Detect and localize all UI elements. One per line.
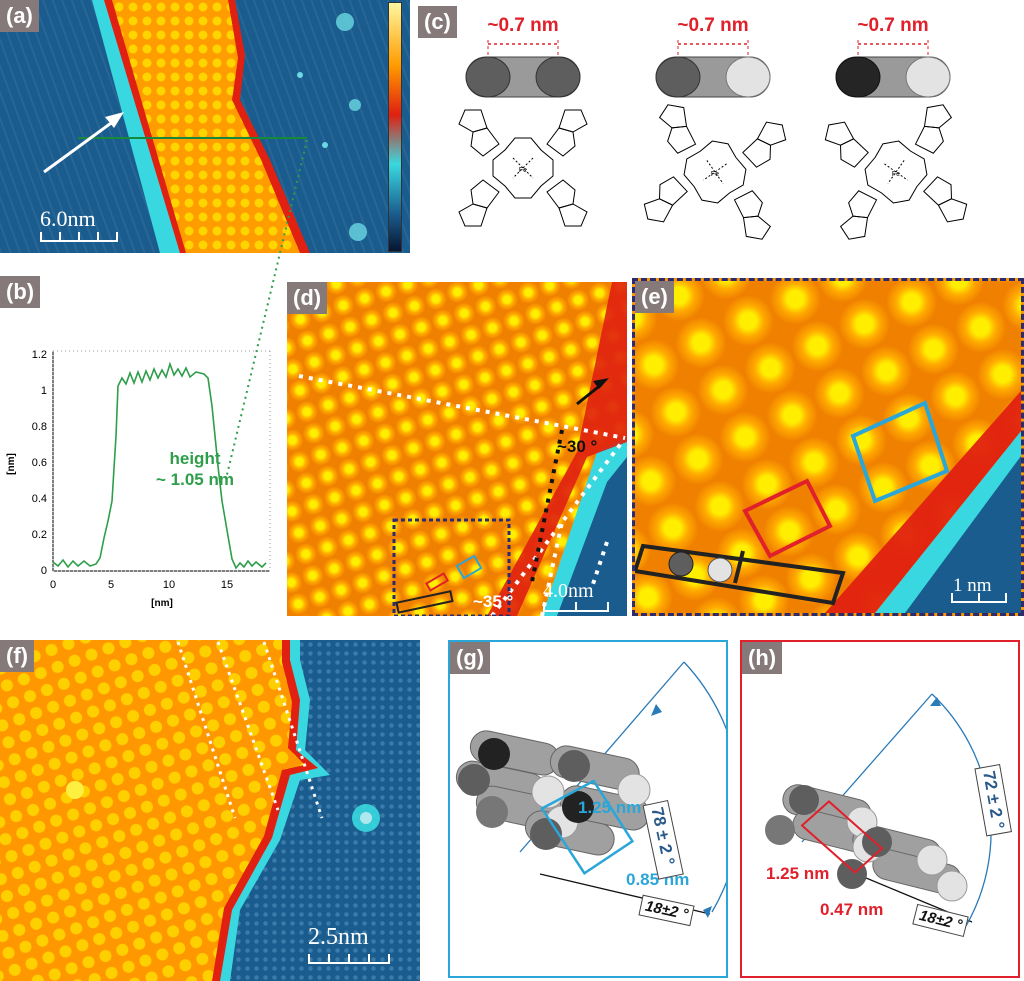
h-distance-2: 0.47 nm <box>820 900 884 919</box>
panel-label-e: (e) <box>635 281 674 313</box>
x-tick-label: 10 <box>163 579 175 591</box>
panel-label-f: (f) <box>0 640 34 672</box>
panel-label-d: (d) <box>287 282 328 314</box>
panel-a: 6.0nm (a) <box>0 0 410 253</box>
panel-b: (b) 0 0.2 0.4 0.6 0.8 1 1.2 0 5 10 15 [n… <box>0 276 290 616</box>
y-tick-label: 1.2 <box>32 349 47 361</box>
panel-label-c: (c) <box>418 6 457 38</box>
angle-label-35: ~35 ° <box>473 592 514 611</box>
panel-label-a: (a) <box>0 0 39 32</box>
panel-c: (c) <box>418 0 1024 253</box>
black-unit-cell <box>635 543 846 606</box>
panel-label-g: (g) <box>450 642 491 674</box>
y-axis-label: [nm] <box>6 453 17 475</box>
fe-atom-label: Fe <box>711 171 719 178</box>
height-annotation-line2: ~ 1.05 nm <box>156 470 234 489</box>
y-tick-label: 1 <box>41 385 47 397</box>
molecule-config-2 <box>641 40 789 241</box>
distance-label-3: ~0.7 nm <box>857 15 928 36</box>
panel-f: 2.5nm (f) <box>0 640 420 981</box>
molecule-config-1 <box>458 40 588 227</box>
height-profile-chart: 0 0.2 0.4 0.6 0.8 1 1.2 0 5 10 15 [nm] [… <box>6 349 271 609</box>
y-tick-label: 0.8 <box>32 421 47 433</box>
panel-d: ~30 ° ~35 ° 4.0nm (d) <box>287 282 627 616</box>
y-tick-label: 0.2 <box>32 529 47 541</box>
height-profile-line <box>52 361 267 570</box>
x-axis-label: [nm] <box>151 598 173 609</box>
scale-bar-f: 2.5nm <box>308 924 390 964</box>
scale-bar-e: 1 nm <box>951 575 1007 603</box>
colorbar <box>388 2 402 252</box>
fe-atom-label: Fe <box>892 171 900 178</box>
x-tick-label: 5 <box>108 579 114 591</box>
scale-bar-a: 6.0nm <box>40 206 118 242</box>
panel-h: (h) 1.25 nm 0.47 nm 72 ± 2 ° 18±2 ° <box>740 640 1020 978</box>
angle-label-30: ~30 ° <box>557 437 598 456</box>
molecule-config-3 <box>822 40 970 241</box>
y-tick-label: 0 <box>41 565 47 577</box>
panel-g: (g) 1.25 nm 0.85 nm 78 ± 2 ° 18±2 ° <box>448 640 728 978</box>
panel-label-h: (h) <box>742 642 783 674</box>
fe-atom-label: Fe <box>519 167 527 174</box>
red-unit-cell <box>742 478 833 559</box>
x-tick-label: 15 <box>221 579 233 591</box>
distance-label-2: ~0.7 nm <box>677 15 748 36</box>
x-tick-label: 0 <box>50 579 56 591</box>
y-tick-label: 0.4 <box>32 493 47 505</box>
y-ticks: 0 0.2 0.4 0.6 0.8 1 1.2 <box>32 349 47 577</box>
g-distance-1: 1.25 nm <box>578 798 642 817</box>
panel-e: 1 nm (e) <box>632 278 1024 616</box>
y-tick-label: 0.6 <box>32 457 47 469</box>
arrow <box>43 116 119 174</box>
scale-bar-d: 4.0nm <box>543 580 609 612</box>
panel-label-b: (b) <box>0 276 41 308</box>
height-annotation-line1: height <box>170 449 221 468</box>
h-distance-1: 1.25 nm <box>766 864 830 883</box>
blue-unit-cell <box>850 400 950 504</box>
distance-label-1: ~0.7 nm <box>487 15 558 36</box>
x-ticks: 0 5 10 15 <box>50 579 233 591</box>
